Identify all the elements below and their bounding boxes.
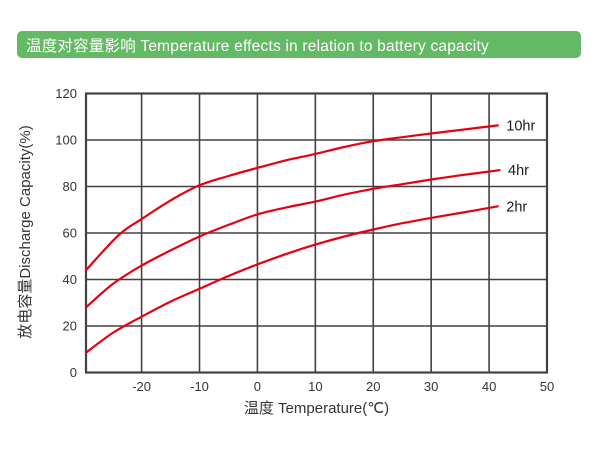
- series-line-10hr: [84, 124, 499, 272]
- x-tick-label: 10: [308, 379, 322, 394]
- series-line-2hr: [84, 205, 499, 354]
- series-label-4hr: 4hr: [508, 163, 529, 179]
- series-label-2hr: 2hr: [506, 199, 527, 215]
- x-tick-labels: -20 -10 0 10 20 30 40 50: [132, 379, 554, 394]
- x-tick-label: 0: [254, 379, 261, 394]
- y-tick-label: 20: [63, 319, 77, 334]
- y-tick-label: 80: [63, 179, 77, 194]
- x-tick-label: 30: [424, 379, 438, 394]
- plot-border: [84, 92, 549, 374]
- series-line-4hr: [84, 169, 501, 309]
- series-label-10hr: 10hr: [506, 118, 535, 134]
- x-tick-label: 50: [540, 379, 554, 394]
- x-tick-label: 20: [366, 379, 380, 394]
- y-tick-labels: 0 20 40 60 80 100 120: [55, 86, 77, 380]
- y-tick-label: 60: [63, 226, 77, 241]
- y-tick-label: 120: [55, 86, 77, 101]
- x-axis-title: 温度 Temperature(℃): [244, 400, 389, 417]
- y-tick-label: 40: [63, 272, 77, 287]
- x-tick-label: 40: [482, 379, 496, 394]
- grid-lines: [86, 92, 548, 374]
- header-title: 温度对容量影响 Temperature effects in relation …: [26, 37, 489, 55]
- header-banner: 温度对容量影响 Temperature effects in relation …: [17, 31, 581, 58]
- y-tick-label: 100: [55, 133, 77, 148]
- y-axis-title: 放电容量Discharge Capacity(%): [17, 125, 34, 338]
- x-tick-label: -20: [132, 379, 151, 394]
- x-tick-label: -10: [190, 379, 209, 394]
- y-tick-label: 0: [70, 365, 77, 380]
